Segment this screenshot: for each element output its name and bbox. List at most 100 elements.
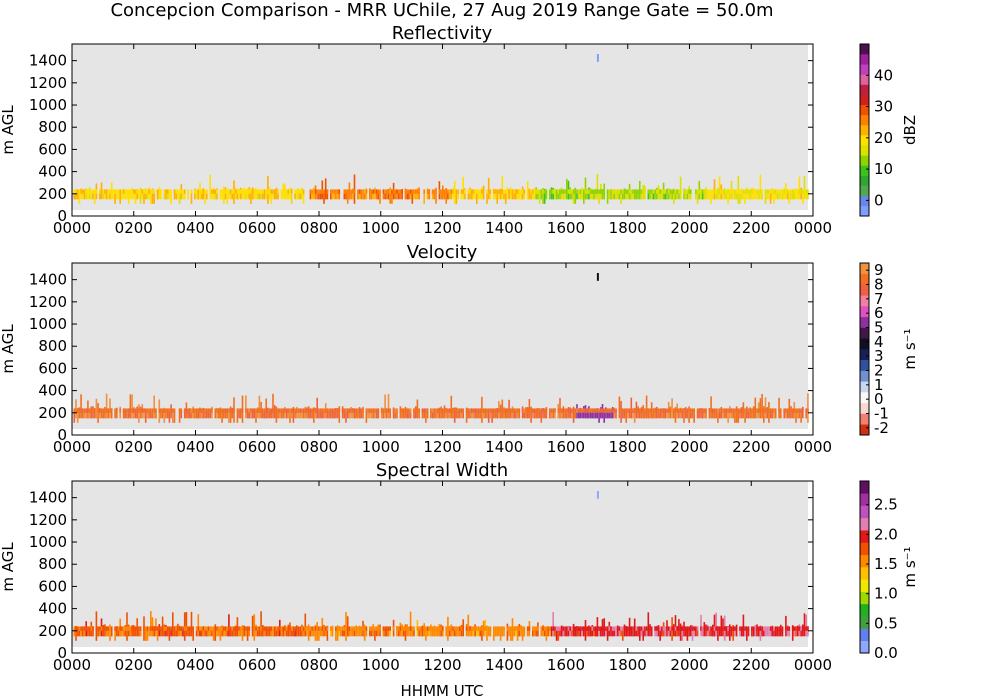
echo-band <box>676 626 678 631</box>
echo-column <box>730 628 733 637</box>
echo-band <box>645 408 648 413</box>
echo-column <box>452 629 454 637</box>
echo-column <box>438 407 441 419</box>
echo-band <box>613 626 616 631</box>
echo-band <box>299 189 301 194</box>
echo-column <box>255 410 257 423</box>
echo-band <box>353 189 356 194</box>
echo-column <box>399 190 402 200</box>
echo-band <box>297 408 300 413</box>
echo-column <box>560 625 563 637</box>
echo-column <box>240 627 242 637</box>
echo-band <box>807 626 809 631</box>
echo-band <box>121 626 123 631</box>
colorbar-tick-label: 0.5 <box>874 614 898 632</box>
echo-band <box>100 189 103 194</box>
echo-band <box>594 189 597 194</box>
echo-band <box>233 408 235 413</box>
echo-band <box>678 189 680 194</box>
echo-column <box>661 628 663 637</box>
echo-band <box>640 189 643 194</box>
echo-band <box>82 408 84 413</box>
echo-column <box>606 628 609 641</box>
echo-columns <box>73 393 809 423</box>
echo-column <box>540 193 543 200</box>
echo-band <box>470 408 473 413</box>
echo-band <box>155 408 157 413</box>
echo-column <box>335 193 337 200</box>
echo-column <box>673 412 675 419</box>
echo-band <box>343 626 346 631</box>
echo-band <box>256 626 259 631</box>
echo-column <box>285 192 288 200</box>
echo-band <box>735 408 738 413</box>
echo-band <box>508 408 510 413</box>
echo-column <box>571 630 573 637</box>
echo-band <box>477 626 480 631</box>
colorbar-tick-label: 1.0 <box>874 585 898 603</box>
echo-band <box>448 408 451 413</box>
echo-band <box>759 408 762 413</box>
echo-column <box>474 192 476 200</box>
echo-band <box>245 408 247 413</box>
x-tick-label: 2000 <box>670 656 708 674</box>
echo-column <box>83 192 86 200</box>
echo-band <box>90 626 93 631</box>
echo-column <box>311 629 313 637</box>
echo-band <box>669 626 672 631</box>
colorbar-segment <box>860 165 869 176</box>
echo-column <box>625 626 627 637</box>
x-tick-label: 0600 <box>238 656 276 674</box>
echo-column <box>610 626 612 637</box>
echo-band <box>589 408 592 413</box>
echo-column <box>150 409 152 419</box>
echo-band <box>477 408 480 413</box>
echo-band <box>526 189 529 194</box>
echo-band <box>204 408 206 413</box>
echo-column <box>559 398 561 419</box>
echo-column <box>472 409 475 419</box>
echo-band <box>369 408 371 413</box>
echo-column <box>783 409 785 419</box>
echo-column <box>723 188 726 200</box>
echo-band <box>453 408 456 413</box>
echo-band <box>479 626 481 631</box>
echo-column <box>472 189 475 200</box>
echo-band <box>720 189 723 194</box>
echo-band <box>353 626 356 631</box>
echo-band <box>426 408 429 413</box>
echo-column <box>112 189 115 200</box>
echo-column <box>336 408 339 419</box>
echo-band <box>632 189 634 194</box>
echo-band <box>482 408 485 413</box>
echo-column <box>122 410 125 419</box>
echo-column <box>664 408 667 419</box>
echo-band <box>80 626 82 631</box>
echo-column <box>562 630 565 637</box>
echo-band <box>749 408 751 413</box>
echo-band <box>440 626 442 631</box>
echo-band <box>183 408 186 413</box>
echo-band <box>487 626 490 631</box>
echo-band <box>430 626 432 631</box>
echo-band <box>294 189 296 194</box>
echo-band <box>448 626 451 631</box>
echo-band <box>661 408 663 413</box>
echo-column <box>226 188 228 204</box>
echo-band <box>267 408 269 413</box>
echo-column <box>622 412 624 419</box>
echo-band <box>601 626 604 631</box>
echo-band <box>766 189 768 194</box>
echo-band <box>161 626 164 631</box>
echo-column <box>467 614 470 637</box>
echo-column <box>277 189 279 200</box>
echo-band <box>294 626 296 631</box>
echo-column <box>253 412 256 419</box>
echo-band <box>620 408 622 413</box>
echo-band <box>92 408 94 413</box>
echo-column <box>296 625 298 637</box>
echo-band <box>739 408 741 413</box>
y-tick-label: 1200 <box>29 74 67 92</box>
echo-band <box>679 408 682 413</box>
